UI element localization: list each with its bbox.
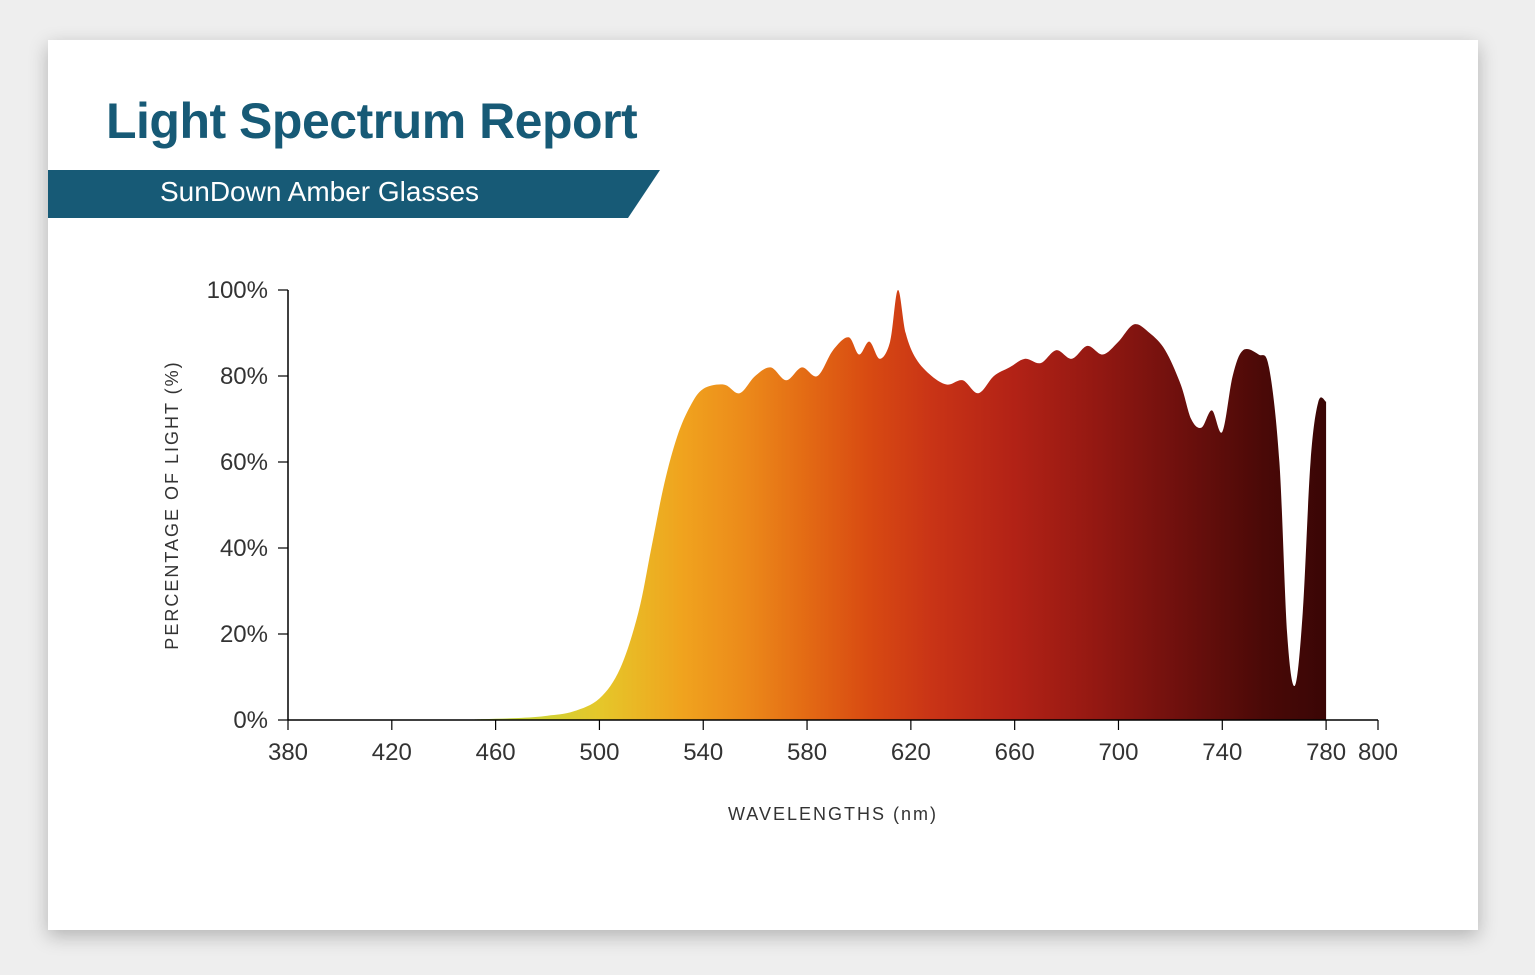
svg-text:420: 420 [372, 739, 412, 766]
svg-text:740: 740 [1202, 739, 1242, 766]
svg-text:380: 380 [268, 739, 308, 766]
svg-text:620: 620 [891, 739, 931, 766]
svg-text:WAVELENGTHS (nm): WAVELENGTHS (nm) [728, 804, 938, 824]
spectrum-chart-svg: 380 420 460 500 540 580 620 660 700 740 780 800 0% 20… [138, 260, 1418, 880]
svg-text:700: 700 [1098, 739, 1138, 766]
svg-text:60%: 60% [220, 449, 268, 476]
svg-text:40%: 40% [220, 535, 268, 562]
svg-text:540: 540 [683, 739, 723, 766]
svg-text:80%: 80% [220, 363, 268, 390]
report-title: Light Spectrum Report [106, 92, 637, 150]
subtitle-band: SunDown Amber Glasses [48, 170, 628, 218]
svg-text:660: 660 [995, 739, 1035, 766]
svg-text:500: 500 [579, 739, 619, 766]
svg-text:780: 780 [1306, 739, 1346, 766]
svg-text:100%: 100% [207, 277, 268, 304]
svg-text:20%: 20% [220, 621, 268, 648]
subtitle-text: SunDown Amber Glasses [160, 176, 479, 208]
report-card: Light Spectrum Report SunDown Amber Glas… [48, 40, 1478, 930]
svg-text:PERCENTAGE OF LIGHT (%): PERCENTAGE OF LIGHT (%) [162, 360, 182, 649]
svg-text:0%: 0% [233, 707, 268, 734]
svg-text:800: 800 [1358, 739, 1398, 766]
spectrum-chart: 380 420 460 500 540 580 620 660 700 740 780 800 0% 20… [138, 260, 1418, 880]
svg-text:580: 580 [787, 739, 827, 766]
svg-text:460: 460 [476, 739, 516, 766]
